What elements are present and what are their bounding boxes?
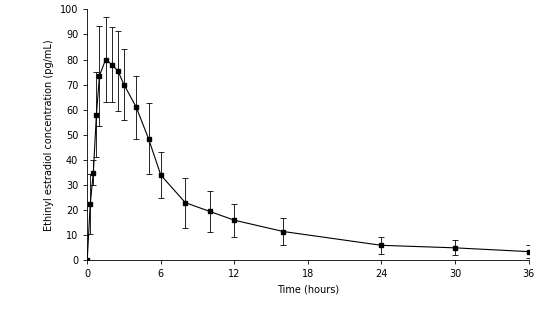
X-axis label: Time (hours): Time (hours) (277, 285, 339, 295)
Y-axis label: Ethinyl estradiol concentration (pg/mL): Ethinyl estradiol concentration (pg/mL) (44, 39, 55, 231)
